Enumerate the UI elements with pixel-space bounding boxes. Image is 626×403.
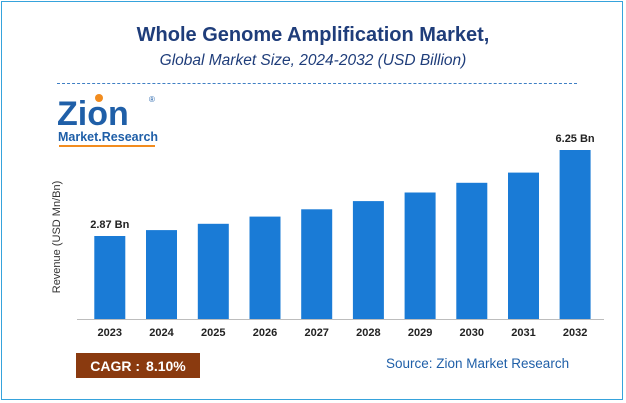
x-tick-label-2026: 2026 (253, 327, 277, 339)
chart-title: Whole Genome Amplification Market, (136, 24, 490, 46)
x-tick-label-2027: 2027 (304, 327, 328, 339)
x-tick-label-2025: 2025 (201, 327, 225, 339)
chart-subtitle: Global Market Size, 2024-2032 (USD Billi… (159, 52, 467, 69)
bar-2025 (197, 223, 229, 319)
cagr-value: 8.10% (146, 357, 186, 374)
bar-2026 (249, 216, 281, 319)
data-label-2032: 6.25 Bn (556, 133, 595, 145)
bar-2032 (559, 150, 591, 319)
bar-2023 (94, 236, 126, 319)
source-text: Source: Zion Market Research (386, 356, 570, 371)
bar-2024 (146, 230, 177, 319)
logo-registered-mark: ® (149, 95, 155, 104)
title-divider (57, 83, 577, 84)
x-tick-label-2031: 2031 (511, 327, 535, 339)
x-tick-label-2024: 2024 (149, 327, 174, 339)
bar-2030 (456, 182, 488, 319)
bar-2028 (352, 201, 384, 319)
logo-dot (95, 94, 103, 102)
cagr-badge: CAGR : 8.10% (76, 353, 200, 378)
zion-logo: Zion ® Market.Research (57, 94, 158, 147)
bar-2029 (404, 192, 436, 319)
bar-2031 (508, 172, 539, 319)
x-tick-label-2029: 2029 (408, 327, 432, 339)
x-tick-label-2030: 2030 (460, 327, 484, 339)
logo-brand-text: Zion (57, 95, 129, 133)
logo-tagline-text: Market.Research (58, 130, 158, 144)
x-tick-label-2023: 2023 (98, 327, 122, 339)
cagr-label: CAGR : (90, 357, 141, 374)
x-tick-label-2028: 2028 (356, 327, 380, 339)
bar-2027 (301, 209, 333, 319)
data-label-2023: 2.87 Bn (90, 219, 129, 231)
x-tick-label-2032: 2032 (563, 327, 587, 339)
